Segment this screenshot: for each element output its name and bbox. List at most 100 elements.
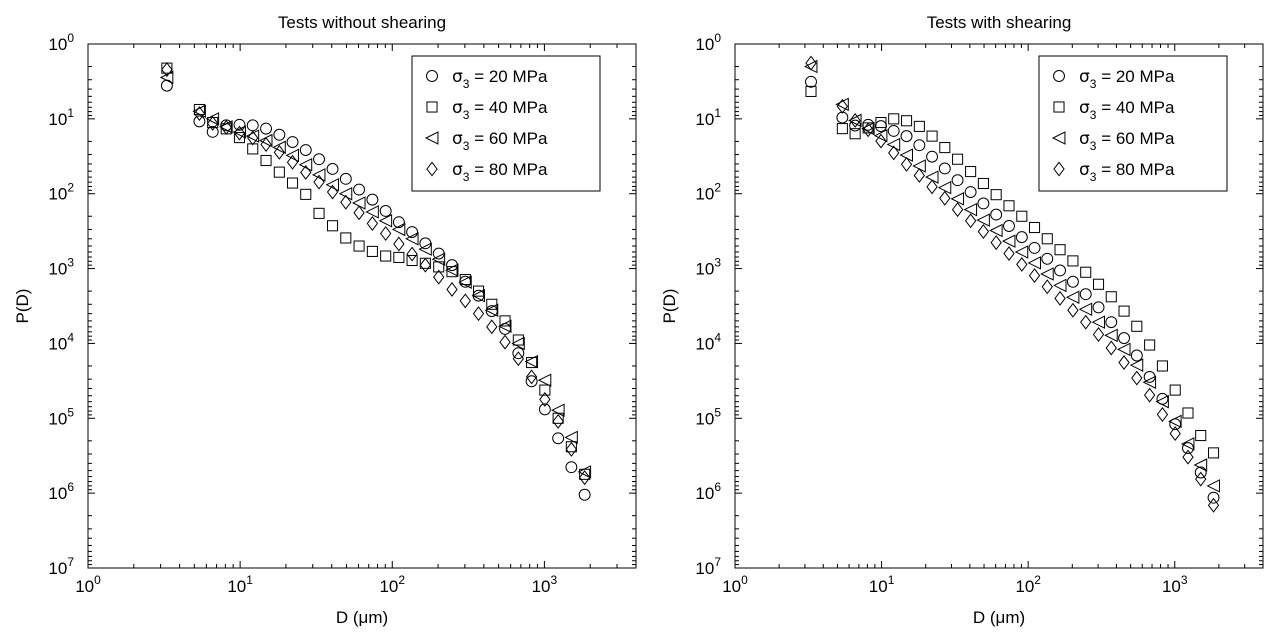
- data-point: [1054, 264, 1067, 277]
- data-point: [964, 186, 977, 199]
- data-point: [419, 257, 432, 273]
- y-axis-ticks: [735, 43, 1263, 569]
- data-point: [1194, 466, 1207, 479]
- data-point: [1016, 210, 1028, 222]
- data-point: [1182, 449, 1194, 465]
- data-point: [887, 124, 900, 137]
- data-point: [900, 156, 913, 172]
- data-point: [393, 251, 405, 263]
- x-axis-label: D (μm): [336, 608, 388, 627]
- legend-entry: σ3 = 40 MPa: [1079, 98, 1175, 122]
- y-tick-label: 101: [48, 106, 74, 129]
- legend: σ3 = 20 MPa σ3 = 40 MPa σ3 = 60 MPa σ3 = 80…: [1038, 55, 1228, 192]
- data-point: [405, 232, 419, 246]
- data-point: [1092, 301, 1105, 314]
- data-point: [836, 123, 848, 135]
- data-point: [418, 242, 432, 256]
- y-tick-label: 105: [695, 405, 721, 428]
- data-point: [805, 55, 817, 71]
- data-point: [538, 403, 551, 416]
- data-point: [484, 303, 499, 317]
- data-point: [1207, 447, 1220, 459]
- data-point: [539, 384, 551, 396]
- data-point: [965, 166, 977, 178]
- data-point: [939, 142, 951, 154]
- series-square: [161, 62, 591, 480]
- data-point: [444, 263, 459, 277]
- y-tick-label: 102: [695, 181, 721, 204]
- data-point: [578, 488, 591, 501]
- y-tick-label: 103: [48, 256, 74, 279]
- data-point: [419, 237, 432, 250]
- data-point: [511, 336, 525, 351]
- data-point: [913, 167, 926, 183]
- data-point: [299, 144, 312, 157]
- data-point: [524, 354, 539, 369]
- data-point: [433, 269, 445, 285]
- data-point: [1003, 246, 1015, 262]
- data-point: [1028, 221, 1041, 234]
- data-point: [273, 128, 286, 141]
- data-point: [1142, 375, 1157, 390]
- data-point: [1129, 358, 1144, 372]
- data-point: [327, 220, 339, 232]
- data-point: [1078, 302, 1093, 317]
- data-point: [1195, 429, 1207, 442]
- series-circle: [805, 75, 1220, 504]
- data-point: [300, 164, 312, 180]
- legend-entry: σ3 = 20 MPa: [1079, 67, 1175, 91]
- data-point: [990, 208, 1003, 221]
- data-point: [353, 205, 365, 221]
- data-point: [512, 347, 525, 360]
- data-point: [924, 170, 939, 184]
- y-tick-label: 103: [695, 256, 721, 279]
- plot-frame: [734, 43, 1264, 569]
- data-point: [1092, 327, 1105, 342]
- legend: σ3 = 20 MPa σ3 = 40 MPa σ3 = 60 MPa σ3 = 80…: [411, 55, 601, 192]
- data-point: [193, 115, 206, 128]
- data-point: [1207, 491, 1220, 504]
- data-point: [497, 319, 512, 334]
- data-point: [472, 306, 485, 322]
- data-point: [286, 177, 299, 189]
- data-point: [1016, 256, 1028, 272]
- data-point: [313, 153, 325, 166]
- data-point: [272, 140, 286, 155]
- data-point: [205, 112, 220, 126]
- data-point: [861, 121, 875, 136]
- data-point: [326, 163, 339, 175]
- data-point: [849, 128, 861, 140]
- data-point: [849, 112, 861, 128]
- data-point: [1066, 275, 1079, 288]
- data-point: [950, 192, 965, 206]
- data-point: [552, 413, 564, 429]
- data-point: [1193, 458, 1208, 472]
- data-point: [1143, 387, 1156, 403]
- data-point: [192, 104, 206, 118]
- data-point: [446, 281, 458, 297]
- data-point: [926, 130, 938, 142]
- data-point: [366, 216, 379, 231]
- legend-marker: [426, 70, 438, 82]
- data-point: [378, 214, 393, 228]
- data-point: [472, 285, 485, 297]
- data-point: [340, 232, 352, 244]
- data-point: [1052, 278, 1067, 293]
- legend-entry: σ3 = 80 MPa: [452, 160, 548, 184]
- data-point: [952, 153, 964, 165]
- legend-entry: σ3 = 40 MPa: [452, 98, 548, 122]
- data-point: [471, 288, 485, 303]
- legend-marker: [426, 161, 438, 177]
- data-point: [258, 133, 273, 148]
- data-point: [964, 213, 977, 229]
- data-point: [219, 120, 233, 134]
- data-point: [245, 129, 260, 143]
- data-point: [1131, 370, 1143, 386]
- data-point: [1092, 278, 1105, 290]
- data-point: [990, 189, 1002, 201]
- y-tick-label: 105: [48, 405, 74, 428]
- plot-frame: [87, 43, 637, 569]
- data-point: [379, 205, 392, 217]
- data-point: [391, 222, 406, 237]
- data-point: [564, 430, 578, 445]
